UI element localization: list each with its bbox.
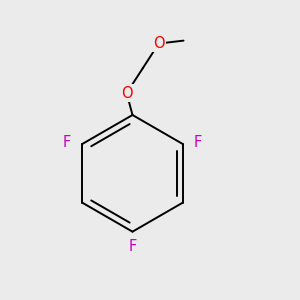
Text: F: F xyxy=(63,135,71,150)
Text: F: F xyxy=(128,239,136,254)
Text: O: O xyxy=(121,85,133,100)
Text: O: O xyxy=(153,36,165,51)
Text: F: F xyxy=(194,135,202,150)
